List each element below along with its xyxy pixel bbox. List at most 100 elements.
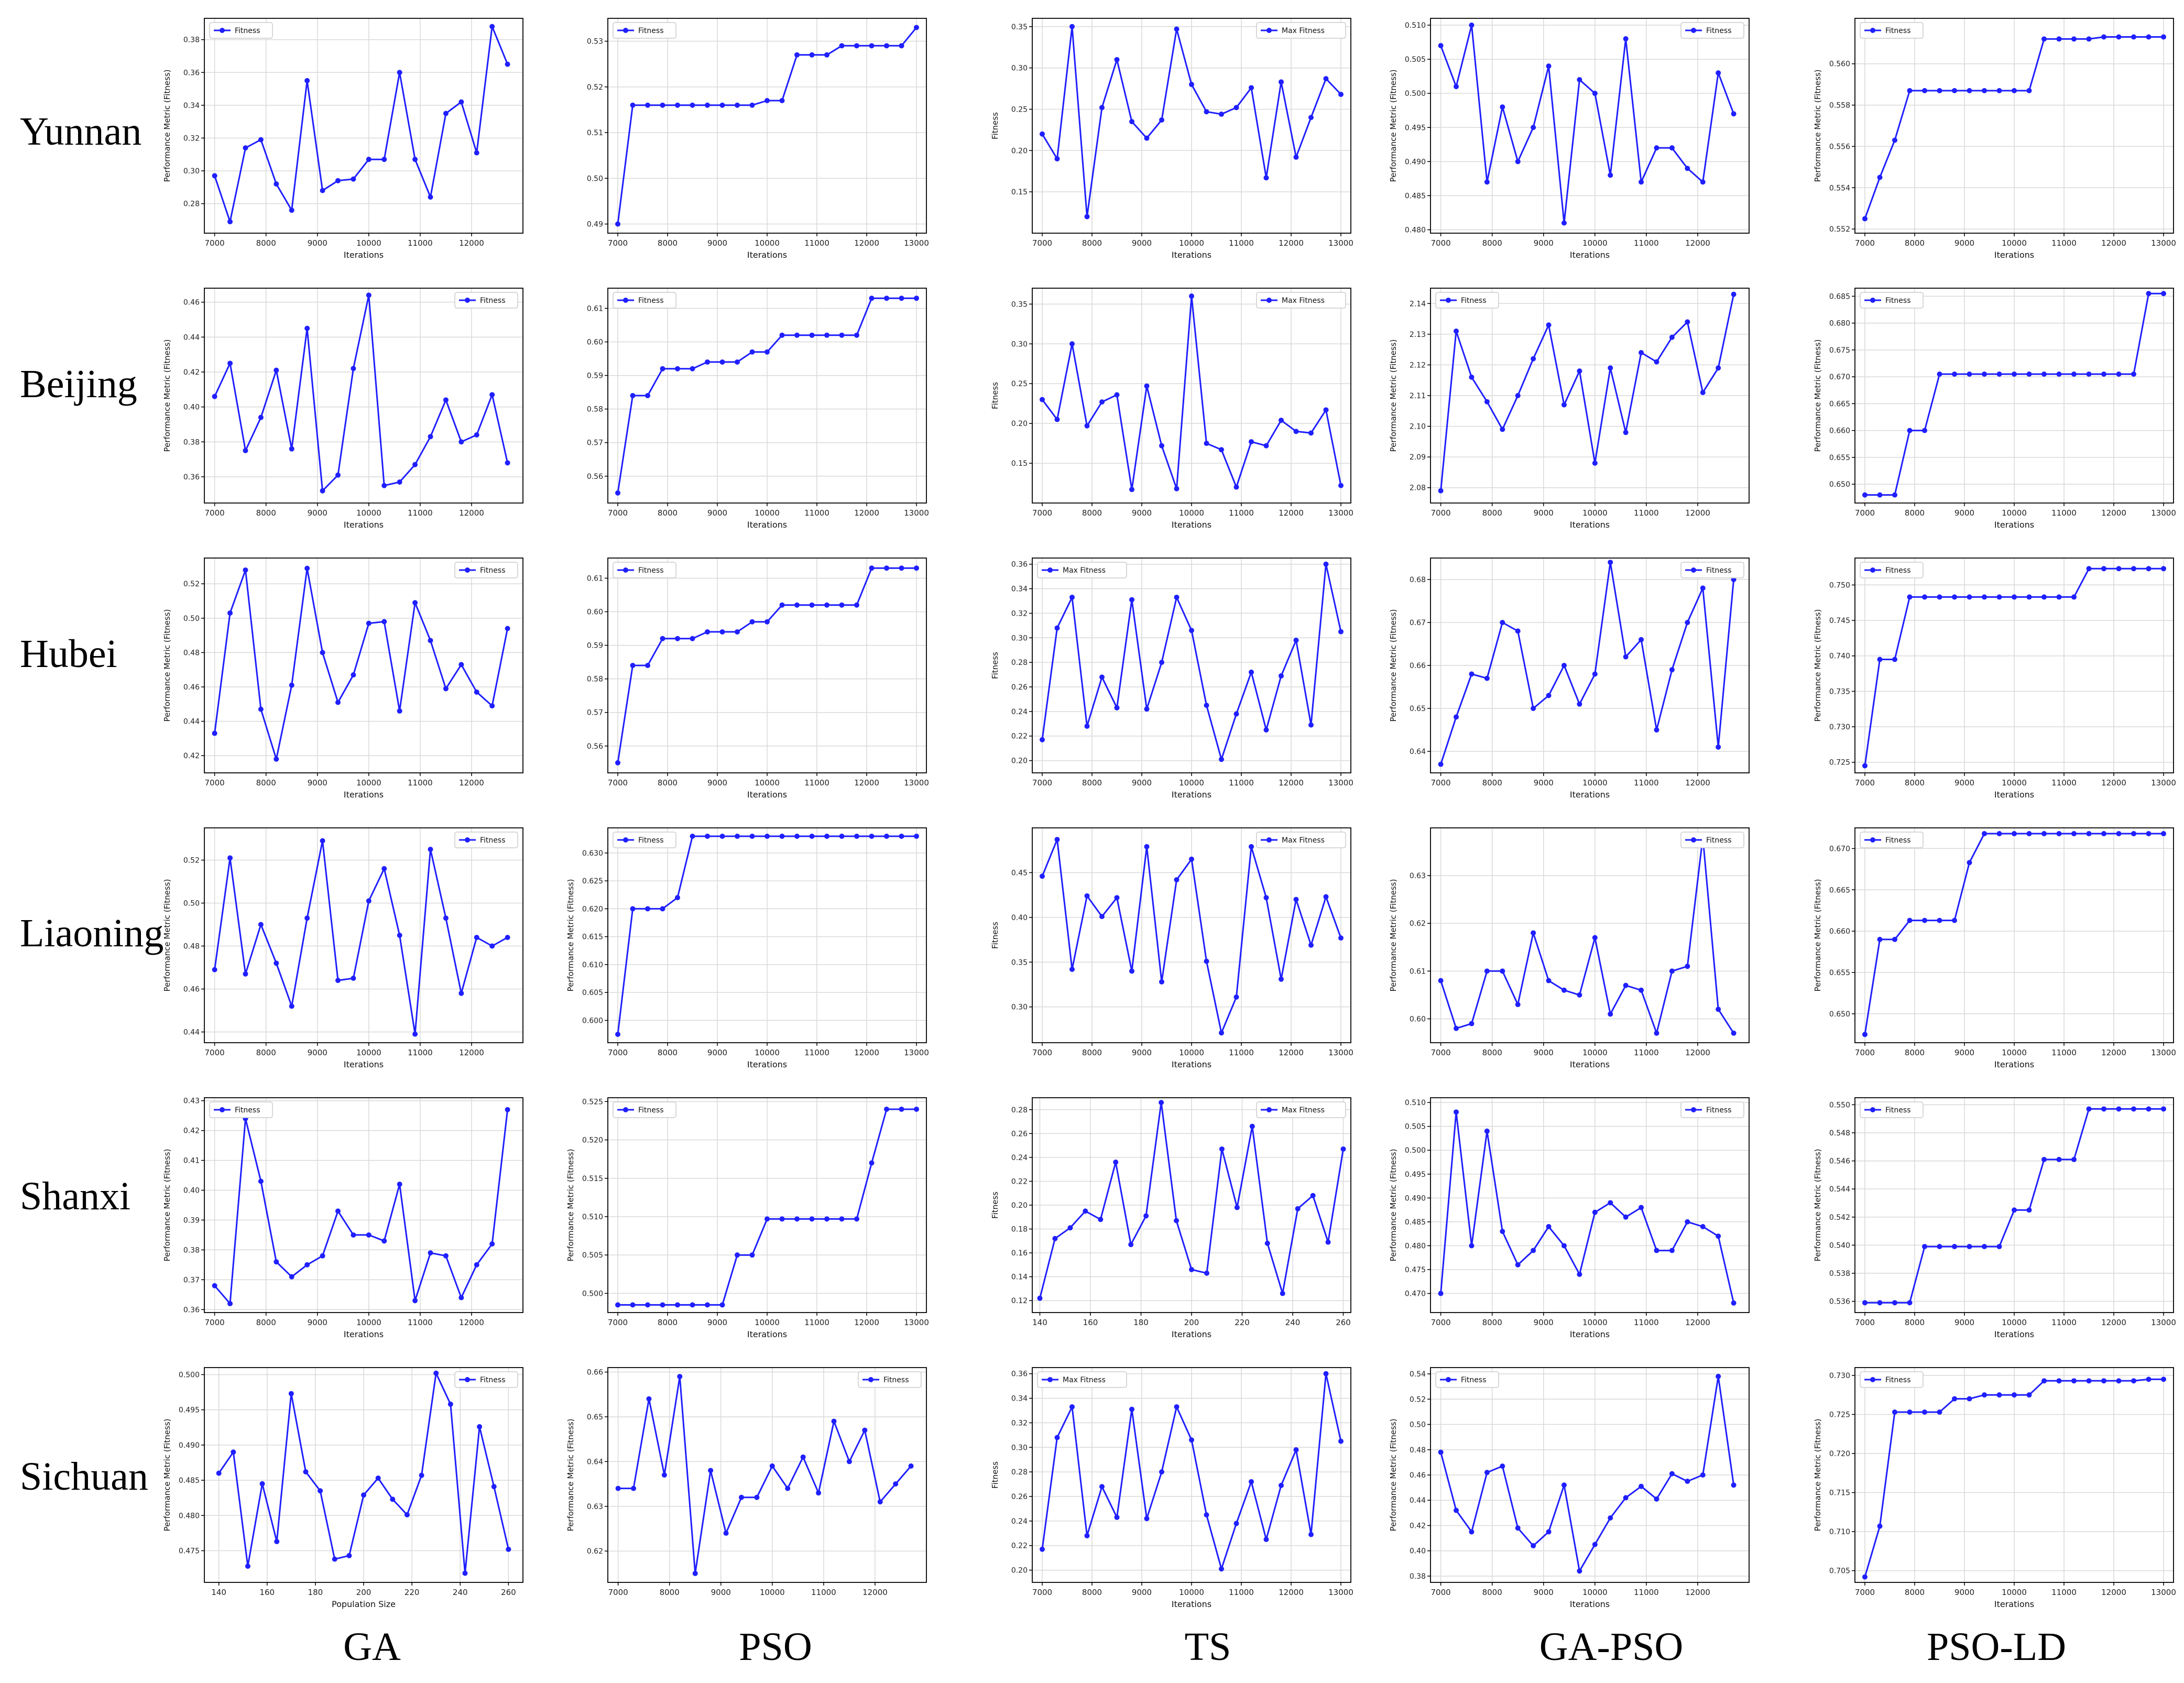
data-point	[458, 99, 464, 105]
x-tick-label: 8000	[1482, 238, 1502, 248]
y-tick-label: 0.50	[1410, 1421, 1426, 1429]
legend-box	[858, 1371, 922, 1388]
legend-label: Fitness	[1706, 27, 1732, 35]
x-tick-label: 9000	[707, 238, 727, 248]
x-tick-label: 8000	[658, 508, 678, 518]
data-point	[505, 935, 510, 941]
x-tick-label: 8000	[1905, 508, 1925, 518]
x-tick-label: 13000	[1328, 1048, 1353, 1057]
y-tick-label: 0.59	[587, 372, 603, 380]
legend-box	[1435, 1371, 1499, 1388]
y-tick-label: 0.44	[183, 1029, 200, 1037]
data-point	[854, 602, 859, 608]
x-axis-label: Iterations	[1172, 790, 1211, 800]
data-point	[1546, 1224, 1552, 1229]
data-point	[505, 1107, 510, 1112]
data-point	[258, 137, 264, 143]
data-point	[1716, 1373, 1721, 1379]
x-tick-label: 12000	[854, 1318, 879, 1327]
y-axis-label: Performance Metric (Fitness)	[162, 879, 172, 992]
legend: Fitness	[1435, 1371, 1499, 1388]
chart-liaoning-ts: 7000 8000 9000 10000 11000 12000 13000 0.30 0.35…	[990, 827, 1353, 1069]
x-tick-label: 7000	[1431, 778, 1451, 788]
chart-yunnan-pso-ld: 7000 8000 9000 10000 11000 12000 13000 0.552 0.5…	[1813, 18, 2176, 260]
legend-marker	[1691, 28, 1696, 33]
x-tick-label: 10000	[1179, 238, 1204, 248]
y-tick-label: 0.685	[1829, 292, 1850, 301]
data-point	[660, 906, 665, 912]
data-point	[443, 915, 449, 921]
data-point	[1293, 154, 1299, 160]
y-tick-label: 0.485	[1405, 192, 1426, 200]
x-tick-label: 7000	[1032, 1588, 1052, 1597]
y-tick-label: 0.485	[1405, 1218, 1426, 1227]
x-tick-label: 8000	[256, 508, 276, 518]
data-point	[1438, 488, 1444, 494]
x-tick-label: 11000	[2051, 238, 2077, 248]
legend-box	[209, 22, 273, 39]
data-point	[243, 145, 248, 151]
x-tick-label: 10000	[2002, 1588, 2027, 1597]
legend-box	[1860, 562, 1924, 578]
data-point	[2146, 291, 2152, 297]
data-point	[1608, 1200, 1613, 1206]
y-tick-label: 0.28	[183, 200, 200, 209]
data-point	[1144, 1516, 1150, 1522]
data-point	[1608, 365, 1613, 371]
data-point	[1892, 936, 1897, 942]
data-point	[335, 472, 341, 478]
data-point	[2146, 1106, 2152, 1112]
legend-label: Fitness	[1706, 1106, 1732, 1114]
row-label-liaoning: Liaoning	[20, 911, 164, 955]
series-line	[1440, 294, 1735, 491]
y-tick-label: 0.505	[1405, 1123, 1426, 1131]
data-point	[884, 565, 889, 571]
x-tick-label: 7000	[1855, 1048, 1875, 1057]
data-point	[1623, 36, 1629, 42]
legend-box	[1860, 832, 1924, 848]
x-tick-label: 140	[1032, 1318, 1047, 1327]
y-tick-label: 0.550	[1829, 1101, 1850, 1109]
y-tick-label: 0.25	[1011, 380, 1028, 388]
y-tick-label: 0.42	[183, 1127, 200, 1135]
y-axis-label: Fitness	[990, 1192, 1000, 1219]
data-point	[809, 833, 815, 839]
y-tick-label: 0.725	[1829, 759, 1850, 767]
data-point	[2131, 34, 2136, 40]
data-point	[1114, 57, 1120, 62]
x-tick-label: 9000	[1534, 508, 1554, 518]
data-point	[1592, 935, 1598, 941]
data-point	[1922, 88, 1927, 93]
data-point	[381, 483, 387, 488]
data-point	[2056, 1156, 2062, 1162]
x-tick-label: 11000	[408, 508, 433, 518]
legend-box	[1680, 562, 1744, 578]
data-point	[1500, 427, 1505, 432]
data-point	[1264, 1240, 1270, 1246]
x-tick-label: 7000	[1431, 1588, 1451, 1597]
legend-box	[613, 1101, 676, 1118]
data-point	[259, 1481, 265, 1487]
data-point	[794, 833, 800, 839]
x-axis-label: Iterations	[1570, 1059, 1610, 1069]
data-point	[1546, 978, 1552, 983]
data-point	[1308, 430, 1314, 436]
y-axis-label: Performance Metric (Fitness)	[566, 1149, 575, 1262]
data-point	[1623, 430, 1629, 435]
x-tick-label: 11000	[408, 1048, 433, 1057]
data-point	[1952, 371, 1957, 377]
data-point	[1623, 982, 1629, 988]
data-point	[274, 367, 279, 373]
y-tick-label: 0.12	[1011, 1297, 1028, 1305]
data-point	[1561, 1482, 1567, 1488]
data-point	[1892, 1409, 1897, 1415]
data-point	[1685, 166, 1690, 171]
x-tick-label: 13000	[904, 1048, 929, 1057]
data-point	[869, 43, 875, 49]
x-tick-label: 220	[405, 1588, 420, 1597]
data-point	[1263, 175, 1269, 181]
data-point	[1996, 1244, 2002, 1250]
data-point	[216, 1470, 222, 1476]
data-point	[1716, 70, 1721, 76]
data-point	[675, 102, 680, 108]
